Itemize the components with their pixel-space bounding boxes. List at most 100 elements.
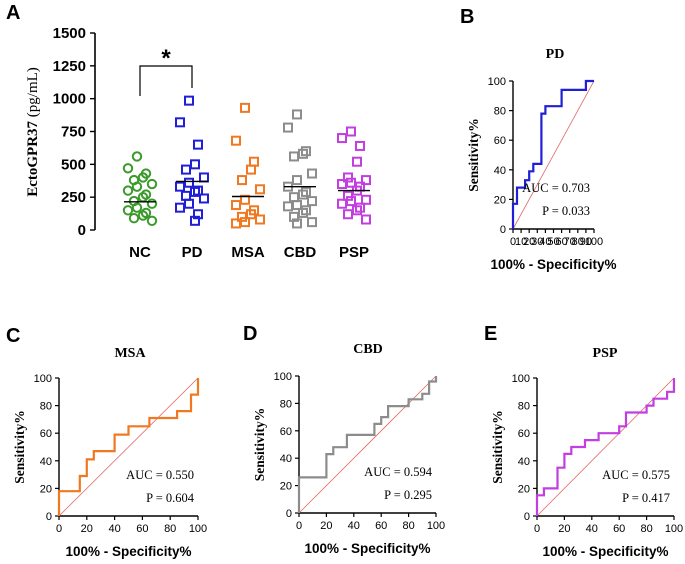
data-point-pd xyxy=(175,117,185,128)
y-tick-label: 60 xyxy=(40,428,52,440)
y-tick-label: 100 xyxy=(488,76,506,88)
x-tick-label: 50 xyxy=(547,236,559,248)
data-point-pd xyxy=(193,139,203,150)
data-point-msa xyxy=(231,135,241,146)
data-point-nc xyxy=(122,163,134,174)
x-tick-label: 80 xyxy=(164,523,176,535)
x-tick-label: 80 xyxy=(402,520,414,532)
y-tick-label: 1500 xyxy=(53,25,86,42)
x-tick-label: 100 xyxy=(189,523,207,535)
panel-label-b: B xyxy=(460,6,474,28)
data-point-nc xyxy=(131,202,143,213)
y-axis-label: EctoGPR37 (pg/mL) xyxy=(25,67,41,197)
x-tick-label: 40 xyxy=(108,523,120,535)
data-point-cbd xyxy=(307,217,317,228)
data-point-pd xyxy=(190,159,200,170)
data-point-msa xyxy=(240,102,250,113)
data-point-msa xyxy=(231,218,241,229)
data-point-cbd xyxy=(292,200,302,211)
data-point-nc xyxy=(146,215,158,227)
roc-curve xyxy=(511,79,594,229)
data-point-cbd xyxy=(307,168,317,179)
data-point-pd xyxy=(184,177,194,188)
x-tick-label: 80 xyxy=(572,236,584,248)
data-point-cbd xyxy=(292,109,302,120)
auc-value: AUC = 0.550 xyxy=(126,468,194,482)
data-point-nc xyxy=(131,181,143,192)
y-tick-label: 80 xyxy=(518,401,530,413)
data-point-cbd xyxy=(283,201,293,212)
x-category-label: PD xyxy=(182,244,203,261)
data-point-pd xyxy=(181,164,191,175)
y-tick-label: 20 xyxy=(40,483,52,495)
data-point-msa xyxy=(246,164,256,175)
x-tick-label: 60 xyxy=(555,236,567,248)
p-value: P = 0.033 xyxy=(542,204,590,218)
x-tick-label: 0 xyxy=(296,520,302,532)
x-tick-label: 20 xyxy=(81,523,93,535)
roc-curve xyxy=(535,378,676,516)
data-point-cbd xyxy=(292,218,302,229)
y-tick-label: 80 xyxy=(494,106,506,118)
x-tick-label: 70 xyxy=(564,236,576,248)
y-axis-label: Sensitivity% xyxy=(466,118,481,192)
x-category-label: MSA xyxy=(231,244,265,261)
data-point-psp xyxy=(337,198,347,209)
auc-value: AUC = 0.703 xyxy=(522,181,590,195)
y-tick-label: 20 xyxy=(494,194,506,206)
x-tick-label: 60 xyxy=(136,523,148,535)
data-point-nc xyxy=(137,172,149,183)
data-point-nc xyxy=(128,212,140,224)
panel-a-dotplot: 0 250 500 750 1000 1250 1500 EctoGPR37 (pg/mL) N… xyxy=(25,25,371,261)
x-tick-label: 90 xyxy=(580,236,592,248)
data-point-nc xyxy=(131,151,143,162)
reference-diagonal xyxy=(536,377,675,517)
y-tick-label: 750 xyxy=(61,124,86,141)
data-point-cbd xyxy=(289,192,299,203)
y-axis-label-main: EctoGPR37 xyxy=(25,120,41,196)
y-tick-label: 0 xyxy=(46,511,52,523)
data-point-msa xyxy=(249,156,259,167)
x-axis-label: 100% - Specificity% xyxy=(65,544,191,559)
data-point-msa xyxy=(231,200,241,211)
roc-curve xyxy=(57,378,200,516)
roc-title: PSP xyxy=(593,346,618,361)
roc-title: MSA xyxy=(114,346,146,361)
data-point-pd xyxy=(190,215,200,226)
y-tick-label: 100 xyxy=(512,373,530,385)
y-tick-label: 500 xyxy=(61,156,86,173)
y-tick-label: 40 xyxy=(40,456,52,468)
data-point-psp xyxy=(352,156,362,167)
y-tick-label: 1250 xyxy=(53,58,86,75)
data-point-psp xyxy=(355,140,365,151)
roc-title: CBD xyxy=(353,342,383,357)
x-tick-label: 0 xyxy=(56,523,62,535)
x-tick-label: 0 xyxy=(534,523,540,535)
y-tick-label: 80 xyxy=(40,401,52,413)
y-axis-label: Sensitivity% xyxy=(252,408,267,482)
significance-bracket xyxy=(139,65,193,96)
data-point-cbd xyxy=(289,151,299,162)
x-tick-label: 40 xyxy=(539,236,551,248)
x-tick-label: 20 xyxy=(523,236,535,248)
y-tick-label: 60 xyxy=(518,428,530,440)
data-point-psp xyxy=(343,209,353,220)
x-tick-label: 0 xyxy=(510,236,516,248)
y-tick-label: 0 xyxy=(500,224,506,236)
y-tick-label: 100 xyxy=(274,371,292,383)
x-tick-label: 100 xyxy=(665,523,683,535)
y-tick-label: 60 xyxy=(494,135,506,147)
x-tick-label: 20 xyxy=(320,520,332,532)
x-tick-label: 60 xyxy=(613,523,625,535)
panel-label-e: E xyxy=(484,323,497,345)
x-tick-label: 100 xyxy=(427,520,445,532)
panel-label-d: D xyxy=(243,323,257,345)
x-tick-label: 20 xyxy=(558,523,570,535)
panel-c-roc-msa: MSA 0 20 40 60 80 100 0 20 40 60 80 100 AUC = 0.550 P … xyxy=(12,346,207,559)
y-tick-label: 60 xyxy=(280,426,292,438)
x-category-label: PSP xyxy=(339,244,369,261)
y-tick-label: 1000 xyxy=(53,91,86,108)
panel-b-roc-pd: PD0204060801000102030405060708090100AUC … xyxy=(466,47,617,272)
y-tick-label: 0 xyxy=(524,511,530,523)
